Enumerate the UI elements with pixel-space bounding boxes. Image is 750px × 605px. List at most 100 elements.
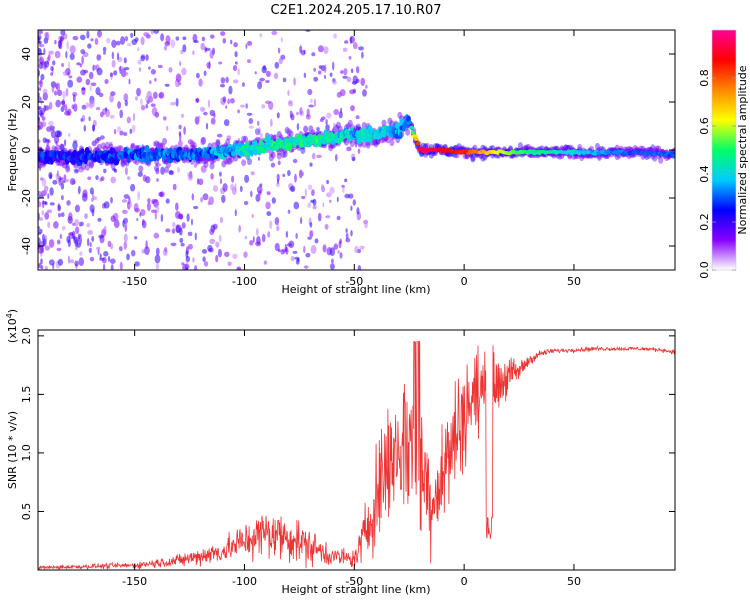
spectrogram-noise-speckle (339, 252, 343, 259)
spectrogram-noise-speckle (344, 40, 349, 44)
spectrogram-noise-speckle (96, 54, 102, 61)
spectrogram-noise-speckle (336, 215, 341, 221)
spectrogram-noise-speckle (307, 88, 313, 96)
spectrogram-noise-speckle (57, 258, 64, 266)
spectrogram-halo (276, 152, 282, 160)
spectrogram-noise-speckle (310, 245, 317, 254)
spectrogram-noise-speckle (243, 251, 248, 258)
spectrogram-noise-speckle (262, 64, 266, 71)
spectrogram-halo (270, 151, 276, 159)
spectrogram-noise-speckle (215, 241, 220, 248)
spectrogram-noise-speckle (261, 233, 266, 243)
spectrogram-halo (45, 145, 51, 152)
spectrogram-noise-speckle (40, 258, 43, 265)
spectrogram-noise-speckle (365, 84, 368, 89)
spectrogram-halo (254, 128, 260, 136)
snr-x-label: Height of straight line (km) (281, 583, 430, 596)
spectrogram-noise-speckle (68, 133, 71, 137)
spectrogram-noise-speckle (153, 141, 157, 147)
spectrogram-noise-speckle (82, 189, 88, 198)
spectrogram-noise-speckle (237, 137, 241, 144)
snr-x-tick-label: 50 (567, 575, 581, 588)
spectrogram-noise-speckle (62, 90, 66, 99)
spectrogram-noise-speckle (88, 71, 94, 80)
spectrogram-noise-speckle (152, 91, 158, 99)
spectrogram-noise-speckle (74, 169, 79, 174)
spectrogram-noise-speckle (354, 245, 359, 254)
spectrogram-noise-speckle (227, 261, 232, 267)
spectrogram-halo (84, 163, 90, 171)
spectrogram-noise-speckle (332, 61, 335, 71)
spectrogram-noise-speckle (102, 46, 107, 53)
spectrogram-noise-speckle (247, 40, 253, 46)
spectrogram-noise-speckle (346, 76, 352, 83)
spectrogram-noise-speckle (117, 126, 121, 133)
spectrogram-y-tick-label: -20 (20, 189, 33, 207)
colorbar (712, 30, 736, 270)
spectrogram-halo (517, 142, 523, 150)
spectrogram-noise-speckle (99, 253, 102, 260)
spectrogram-noise-speckle (117, 101, 122, 109)
spectrogram-noise-speckle (187, 173, 193, 181)
spectrogram-noise-speckle (225, 105, 228, 109)
spectrogram-noise-speckle (329, 247, 335, 257)
spectrogram-noise-speckle (339, 89, 346, 97)
spectrogram-noise-speckle (78, 257, 85, 266)
spectrogram-noise-speckle (68, 212, 73, 221)
spectrogram-noise-speckle (40, 73, 45, 81)
spectrogram-noise-speckle (200, 197, 204, 203)
spectrogram-noise-speckle (47, 193, 50, 199)
spectrogram-halo (130, 142, 136, 150)
spectrogram-noise-speckle (212, 185, 219, 192)
spectrogram-halo (288, 130, 294, 138)
spectrogram-halo (328, 144, 334, 152)
spectrogram-halo (189, 140, 195, 148)
spectrogram-halo (371, 138, 377, 146)
spectrogram-noise-speckle (181, 67, 187, 76)
spectrogram-marks (38, 30, 675, 270)
spectrogram-noise-speckle (325, 119, 328, 126)
spectrogram-noise-speckle (198, 178, 204, 186)
spectrogram-noise-speckle (45, 32, 50, 41)
spectrogram-noise-speckle (119, 109, 123, 119)
spectrogram-noise-speckle (155, 168, 160, 175)
spectrogram-y-tick-label: 40 (20, 47, 33, 61)
spectrogram-noise-speckle (154, 211, 157, 220)
spectrogram-noise-speckle (238, 224, 241, 233)
snr-x-tick-label: -150 (122, 575, 147, 588)
spectrogram-halo (154, 140, 160, 148)
spectrogram-ridge-blob (321, 140, 327, 145)
snr-y-tick-label: 0.5 (20, 503, 33, 520)
spectrogram-noise-speckle (50, 129, 56, 139)
spectrogram-noise-speckle (261, 104, 266, 109)
spectrogram-noise-speckle (337, 250, 340, 254)
spectrogram-noise-speckle (259, 33, 263, 38)
spectrogram-noise-speckle (128, 203, 133, 208)
spectrogram-y-tick-label: -40 (20, 237, 33, 255)
spectrogram-noise-speckle (178, 124, 182, 130)
spectrogram-halo (336, 121, 341, 129)
spectrogram-halo (428, 151, 434, 159)
spectrogram-noise-speckle (87, 238, 90, 247)
spectrogram-noise-speckle (340, 107, 343, 114)
spectrogram-noise-speckle (312, 205, 317, 210)
spectrogram-noise-speckle (357, 265, 362, 270)
spectrogram-noise-speckle (255, 241, 262, 247)
spectrogram-noise-speckle (89, 187, 94, 195)
snr-y-tick-label: 2.0 (20, 327, 33, 345)
spectrogram-halo (229, 155, 235, 163)
spectrogram-noise-speckle (309, 221, 313, 228)
spectrogram-noise-speckle (342, 47, 348, 52)
spectrogram-noise-speckle (256, 186, 263, 194)
spectrogram-noise-speckle (123, 217, 128, 225)
spectrogram-noise-speckle (64, 110, 71, 116)
spectrogram-ridge-blob (313, 134, 317, 140)
spectrogram-noise-speckle (175, 97, 179, 107)
spectrogram-noise-speckle (340, 70, 344, 74)
spectrogram-noise-speckle (48, 259, 55, 266)
spectrogram-noise-speckle (234, 183, 237, 192)
spectrogram-noise-speckle (43, 48, 46, 55)
spectrogram-halo (470, 155, 476, 163)
spectrogram-noise-speckle (300, 217, 303, 225)
spectrogram-noise-speckle (197, 115, 201, 120)
